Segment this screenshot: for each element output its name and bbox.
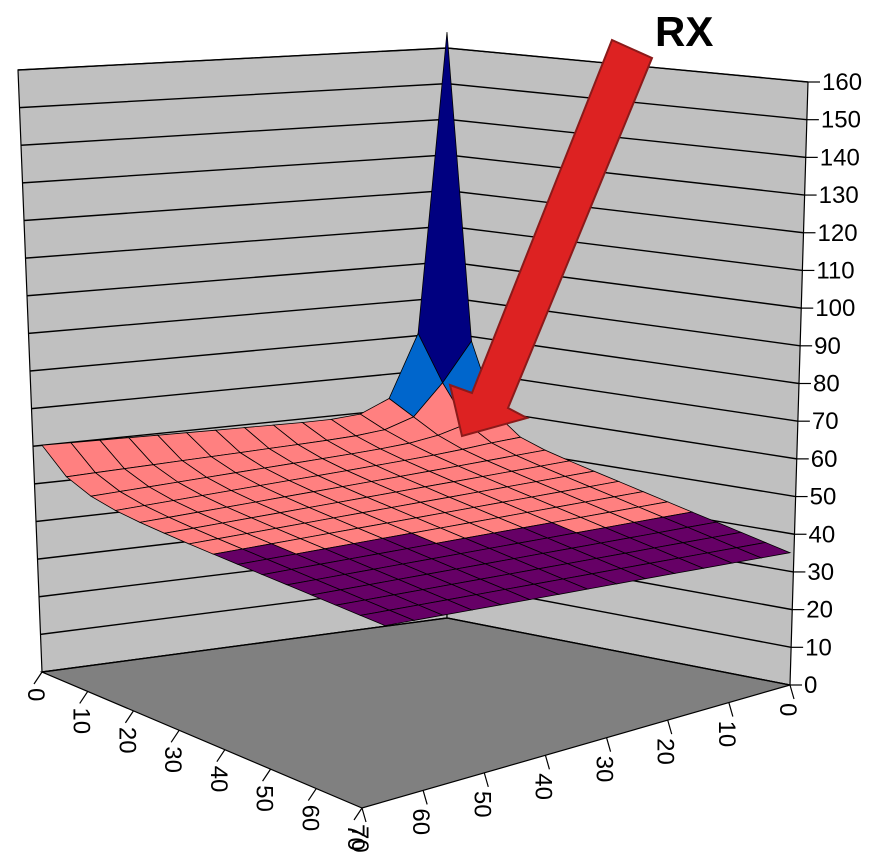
z-tick-label: 70 <box>812 408 839 435</box>
x-tick-label: 50 <box>251 785 278 812</box>
chart-surface <box>41 32 792 627</box>
z-tick-label: 40 <box>809 521 836 548</box>
y-tick-label: 10 <box>713 721 740 748</box>
rx-annotation: RX <box>448 8 713 438</box>
x-tick-label: 70 <box>342 824 369 851</box>
z-tick-label: 50 <box>810 484 837 511</box>
z-tick-label: 100 <box>815 295 855 322</box>
x-tick <box>79 691 89 704</box>
y-tick <box>728 702 734 717</box>
x-tick <box>216 749 226 763</box>
chart-tick-labels: 0102030405060708090100110120130140150160… <box>22 69 862 853</box>
x-tick <box>124 710 134 724</box>
y-tick <box>544 755 551 770</box>
y-tick-label: 20 <box>652 738 679 765</box>
z-tick-label: 10 <box>805 634 832 661</box>
y-tick <box>605 737 612 752</box>
z-tick-label: 0 <box>804 672 817 699</box>
x-tick <box>353 807 363 821</box>
z-tick-label: 30 <box>807 559 834 586</box>
x-tick-label: 10 <box>68 707 95 734</box>
x-tick-label: 0 <box>22 688 49 701</box>
x-tick <box>262 768 272 782</box>
y-tick-label: 30 <box>591 756 618 783</box>
z-tick-label: 80 <box>813 371 840 398</box>
y-tick-label: 0 <box>774 703 801 716</box>
z-tick-label: 150 <box>821 107 861 134</box>
x-tick-label: 30 <box>159 746 186 773</box>
wall-gridline <box>41 617 791 686</box>
z-tick-label: 20 <box>806 597 833 624</box>
y-tick <box>361 807 367 823</box>
z-tick-label: 60 <box>811 446 838 473</box>
y-tick-label: 40 <box>529 773 556 800</box>
z-tick-label: 120 <box>818 220 858 247</box>
z-tick-label: 130 <box>819 182 859 209</box>
y-tick <box>422 790 428 805</box>
y-tick <box>667 719 673 735</box>
annotation-label: RX <box>655 8 713 55</box>
surface-patch <box>359 609 416 627</box>
y-tick-label: 70 <box>346 826 373 853</box>
z-tick-label: 110 <box>816 257 854 284</box>
x-tick <box>307 788 317 801</box>
x-tick-label: 60 <box>296 805 323 832</box>
x-tick <box>33 671 43 685</box>
z-tick-label: 160 <box>822 69 862 96</box>
z-tick-label: 140 <box>820 144 860 171</box>
chart-axes <box>33 671 795 823</box>
x-tick <box>170 729 180 743</box>
z-tick-label: 90 <box>814 333 841 360</box>
x-tick-label: 40 <box>205 766 232 793</box>
annotation-arrow <box>448 38 654 438</box>
y-tick <box>789 684 795 700</box>
x-tick-label: 20 <box>113 727 140 754</box>
y-tick <box>483 772 489 788</box>
y-tick-label: 50 <box>468 791 495 818</box>
y-tick-label: 60 <box>407 808 434 835</box>
